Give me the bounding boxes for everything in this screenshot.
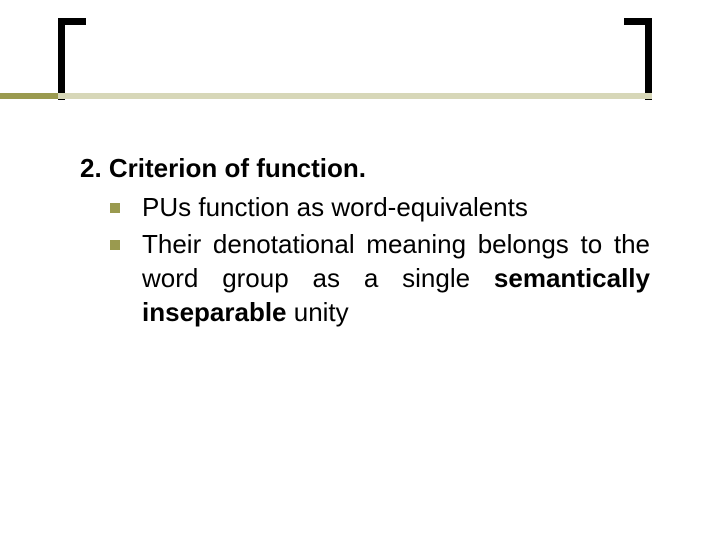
bracket-right-vertical — [645, 18, 652, 100]
content-area: 2. Criterion of function. PUs function a… — [80, 152, 650, 334]
bracket-left-horizontal — [58, 18, 86, 25]
bullet-text: PUs function as word-equivalents — [142, 191, 528, 225]
list-item: PUs function as word-equivalents — [110, 191, 650, 225]
square-bullet-icon — [110, 203, 120, 213]
horizontal-divider — [0, 90, 720, 100]
slide-heading: 2. Criterion of function. — [80, 152, 650, 185]
slide: 2. Criterion of function. PUs function a… — [0, 0, 720, 540]
divider-accent — [0, 93, 58, 99]
bracket-right-horizontal — [624, 18, 652, 25]
list-item: Their denotational meaning belongs to th… — [110, 228, 650, 329]
divider-main — [58, 93, 652, 99]
bracket-left-vertical — [58, 18, 65, 100]
bullet-text-post: unity — [287, 297, 349, 327]
title-bracket-frame — [58, 18, 652, 100]
bullet-text: Their denotational meaning belongs to th… — [142, 228, 650, 329]
square-bullet-icon — [110, 240, 120, 250]
bullet-list: PUs function as word-equivalents Their d… — [110, 191, 650, 330]
